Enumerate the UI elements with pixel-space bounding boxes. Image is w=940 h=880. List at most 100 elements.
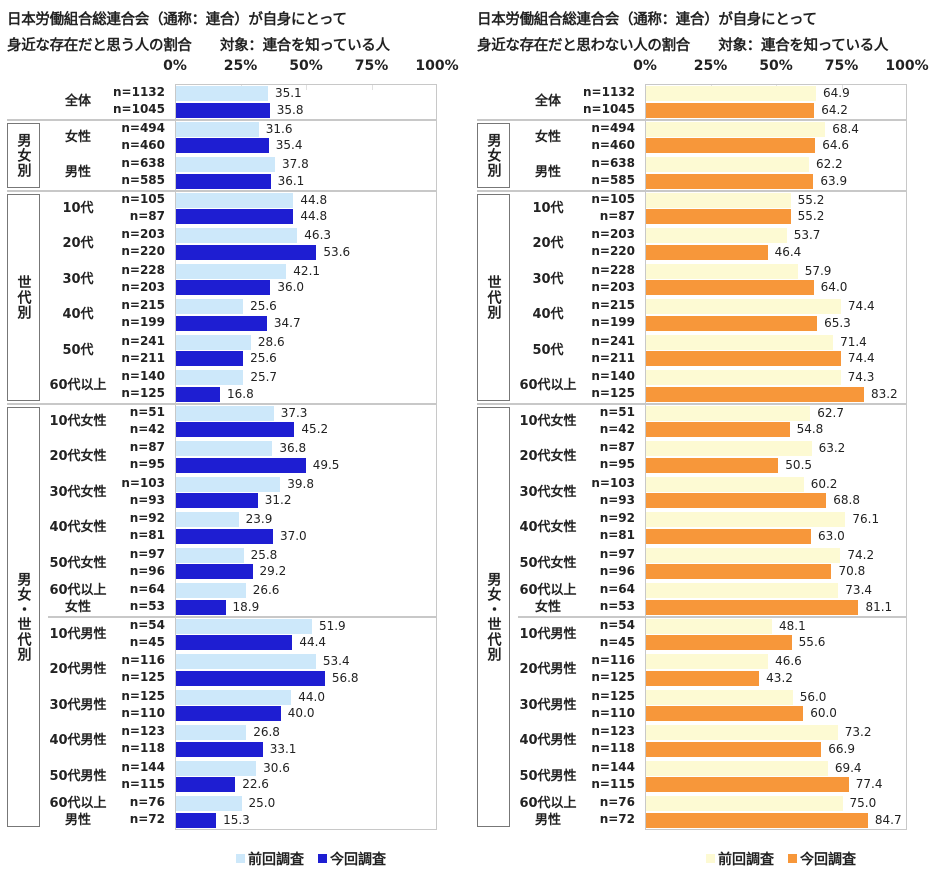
bar-current-survey: [646, 564, 832, 580]
data-label: 62.2: [815, 157, 843, 172]
bar-previous-survey: [646, 121, 826, 137]
bar-previous-survey: [176, 263, 287, 279]
sample-size-prev: n=51: [129, 404, 165, 419]
category-label: 30代女性: [519, 484, 577, 500]
sample-size-prev: n=105: [121, 191, 165, 206]
bar-previous-survey: [176, 192, 294, 208]
data-label: 31.6: [265, 121, 293, 136]
bar-current-survey: [646, 209, 791, 225]
sample-size-curr: n=199: [121, 315, 165, 330]
sample-size-curr: n=95: [599, 457, 635, 472]
bar-previous-survey: [646, 654, 769, 670]
data-label: 63.0: [818, 528, 845, 543]
plot-area: [175, 84, 437, 830]
sample-size-curr: n=118: [121, 741, 165, 756]
sample-size-curr: n=42: [599, 421, 635, 436]
sample-size-curr: n=53: [599, 599, 635, 614]
bar-previous-survey: [176, 796, 242, 812]
sample-size-curr: n=81: [129, 528, 165, 543]
data-label: 25.0: [248, 796, 276, 811]
data-label: 36.8: [279, 441, 307, 456]
bar-current-survey: [646, 280, 814, 296]
sample-size-prev: n=51: [599, 404, 635, 419]
data-label: 37.3: [280, 405, 308, 420]
sample-size-curr: n=110: [121, 705, 165, 720]
bar-previous-survey: [176, 299, 244, 315]
data-label: 29.2: [259, 564, 287, 579]
bar-previous-survey: [176, 725, 247, 741]
sample-size-curr: n=96: [599, 563, 635, 578]
bar-previous-survey: [176, 86, 268, 101]
axis-tick-label: 0%: [163, 58, 187, 74]
category-label-line-2: 女性: [64, 600, 91, 616]
sample-size-curr: n=585: [121, 173, 165, 188]
category-label: 40代男性: [519, 733, 577, 749]
bar-previous-survey: [176, 405, 274, 421]
sample-size-curr: n=220: [121, 244, 165, 259]
sample-size-prev: n=203: [121, 227, 165, 242]
sample-size-prev: n=105: [591, 191, 635, 206]
legend-swatch-current: [318, 854, 327, 863]
legend-label: 前回調査: [718, 852, 774, 868]
sample-size-prev: n=97: [599, 546, 635, 561]
legend-label: 今回調査: [800, 852, 856, 868]
data-label: 51.9: [318, 618, 346, 633]
data-label: 84.7: [874, 812, 902, 827]
bar-current-survey: [646, 173, 814, 189]
bar-previous-survey: [646, 760, 828, 776]
sample-size-prev: n=140: [591, 369, 635, 384]
sample-size-prev: n=215: [121, 298, 165, 313]
data-label: 46.3: [304, 228, 332, 243]
bar-current-survey: [176, 493, 258, 509]
group-separator: [7, 118, 437, 121]
sample-size-prev: n=116: [591, 653, 635, 668]
category-label: 20代女性: [519, 449, 577, 465]
data-label: 28.6: [257, 334, 285, 349]
sample-size-curr: n=93: [129, 492, 165, 507]
axis-tick-label: 100%: [885, 58, 929, 74]
bar-previous-survey: [176, 760, 257, 776]
chart-title-line-2: 身近な存在だと思わない人の割合 対象：連合を知っている人: [477, 38, 889, 54]
bar-previous-survey: [646, 299, 841, 315]
sample-size-curr: n=460: [121, 137, 165, 152]
bar-current-survey: [176, 351, 244, 367]
data-label: 25.7: [250, 370, 278, 385]
group-label: 男女・世代別: [485, 571, 502, 662]
bar-previous-survey: [646, 157, 809, 173]
sample-size-prev: n=92: [129, 511, 165, 526]
data-label: 46.6: [775, 654, 802, 669]
group-label: 男女別: [485, 132, 502, 178]
bar-previous-survey: [176, 654, 316, 670]
category-label: 30代: [532, 271, 564, 287]
category-label: 10代: [62, 200, 94, 216]
category-label: 20代: [62, 236, 94, 252]
axis-tick-label: 25%: [223, 58, 258, 74]
group-separator: [477, 402, 907, 405]
bar-current-survey: [176, 138, 269, 154]
bar-current-survey: [176, 706, 281, 722]
category-label: 50代男性: [519, 768, 577, 784]
data-label: 64.0: [820, 280, 848, 295]
bar-previous-survey: [176, 370, 244, 386]
sample-size-prev: n=116: [121, 653, 165, 668]
category-label: 10代男性: [49, 626, 107, 642]
category-label: 40代女性: [49, 520, 107, 536]
data-label: 63.9: [820, 173, 848, 188]
data-label: 69.4: [834, 760, 862, 775]
data-label: 73.4: [845, 583, 873, 598]
bar-current-survey: [176, 244, 317, 260]
category-label: 10代女性: [519, 413, 577, 429]
sample-size-prev: n=228: [121, 262, 165, 277]
data-label: 18.9: [232, 599, 260, 614]
bar-current-survey: [176, 386, 221, 402]
category-label: 30代女性: [49, 484, 107, 500]
bar-current-survey: [646, 351, 841, 367]
sample-size-curr: n=93: [599, 492, 635, 507]
data-label: 44.0: [298, 689, 325, 704]
bar-previous-survey: [646, 370, 841, 386]
bar-previous-survey: [646, 796, 843, 812]
category-label: 20代男性: [49, 662, 107, 678]
bar-current-survey: [176, 280, 271, 296]
bar-previous-survey: [646, 618, 773, 634]
bar-previous-survey: [646, 228, 787, 244]
